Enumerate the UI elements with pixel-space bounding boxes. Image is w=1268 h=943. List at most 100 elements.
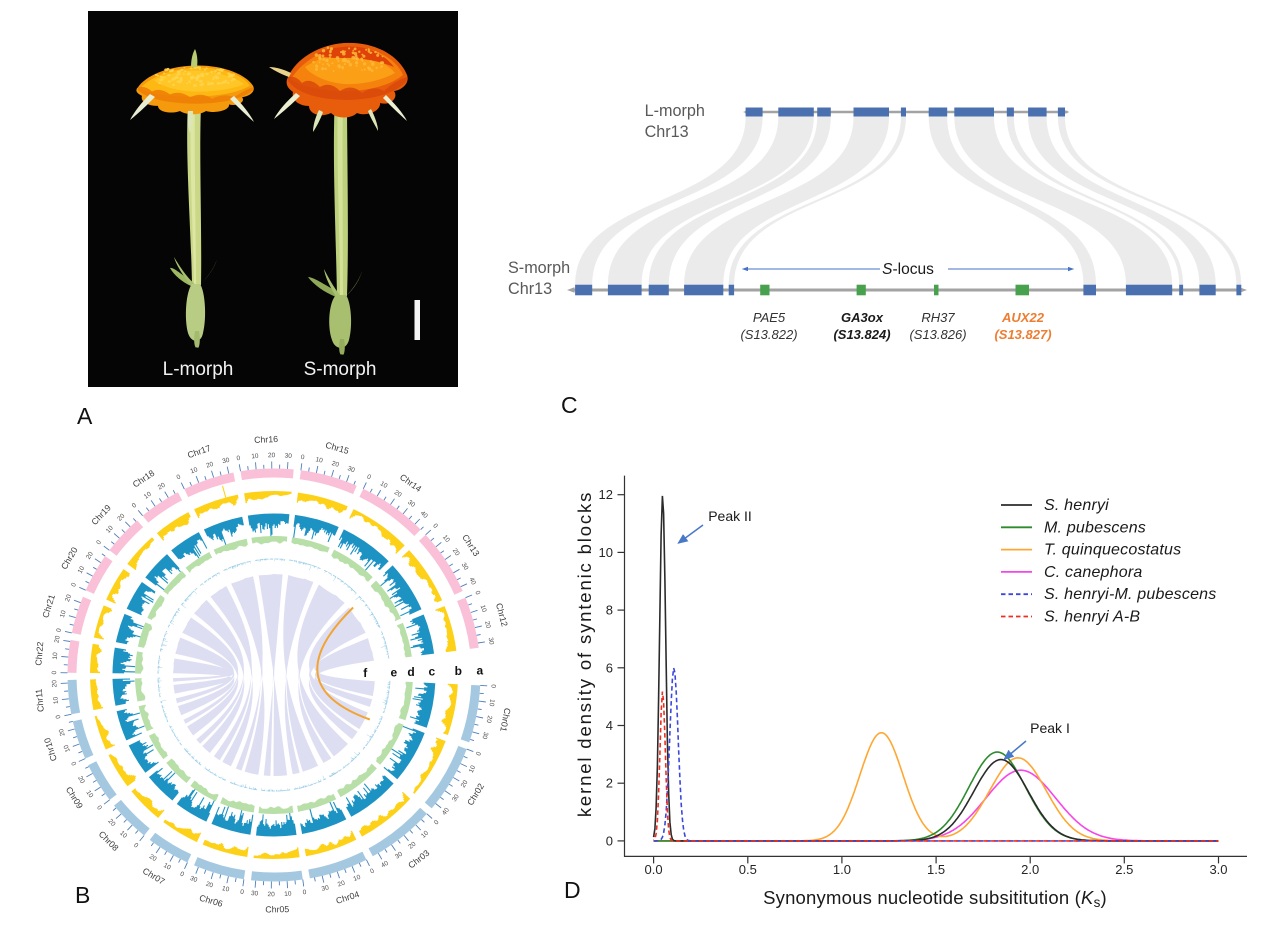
svg-text:Chr09: Chr09 xyxy=(64,785,85,811)
svg-text:2.5: 2.5 xyxy=(1115,862,1133,877)
svg-text:40: 40 xyxy=(468,577,478,587)
svg-text:20: 20 xyxy=(85,550,95,560)
svg-text:2: 2 xyxy=(606,776,613,791)
svg-text:Chr19: Chr19 xyxy=(89,503,113,527)
svg-text:Peak I: Peak I xyxy=(1030,720,1070,736)
svg-text:0: 0 xyxy=(95,539,103,546)
svg-text:Chr13: Chr13 xyxy=(460,533,481,559)
svg-text:e: e xyxy=(391,665,398,679)
svg-text:0: 0 xyxy=(489,684,496,688)
svg-text:Chr22: Chr22 xyxy=(33,641,45,666)
svg-text:10: 10 xyxy=(599,545,613,560)
svg-text:0: 0 xyxy=(236,455,241,463)
svg-text:Chr03: Chr03 xyxy=(406,848,431,871)
svg-text:0: 0 xyxy=(176,473,183,481)
svg-text:Chr01: Chr01 xyxy=(498,707,512,733)
svg-text:20: 20 xyxy=(148,853,158,863)
svg-text:10: 10 xyxy=(221,885,230,894)
svg-text:10: 10 xyxy=(77,565,87,575)
svg-text:10: 10 xyxy=(468,764,478,774)
svg-text:10: 10 xyxy=(85,789,95,799)
svg-text:C. canephora: C. canephora xyxy=(1044,564,1142,581)
svg-text:a: a xyxy=(477,663,484,677)
svg-text:20: 20 xyxy=(205,881,214,890)
svg-text:10: 10 xyxy=(315,456,324,464)
svg-text:0: 0 xyxy=(131,502,139,510)
svg-text:30: 30 xyxy=(406,499,416,509)
svg-text:0: 0 xyxy=(431,522,439,530)
svg-text:Chr14: Chr14 xyxy=(398,472,423,494)
svg-text:S. henryi-M. pubescens: S. henryi-M. pubescens xyxy=(1044,586,1216,603)
svg-text:Chr18: Chr18 xyxy=(131,468,157,490)
svg-text:20: 20 xyxy=(483,620,492,629)
svg-text:20: 20 xyxy=(64,593,73,603)
svg-text:20: 20 xyxy=(58,728,67,737)
svg-text:b: b xyxy=(455,664,462,678)
svg-text:Chr05: Chr05 xyxy=(265,904,289,914)
svg-text:20: 20 xyxy=(157,482,167,492)
svg-text:0: 0 xyxy=(302,889,307,896)
svg-text:12: 12 xyxy=(599,487,613,502)
svg-text:Chr16: Chr16 xyxy=(254,434,278,445)
svg-text:0: 0 xyxy=(366,473,373,481)
svg-text:S-morph: S-morph xyxy=(304,359,377,380)
svg-text:30: 30 xyxy=(451,793,461,803)
svg-text:30: 30 xyxy=(321,884,330,893)
svg-text:20: 20 xyxy=(407,840,417,850)
svg-text:T. quinquecostatus: T. quinquecostatus xyxy=(1044,542,1181,559)
svg-text:RH37: RH37 xyxy=(921,310,955,325)
svg-text:(S13.826): (S13.826) xyxy=(909,327,966,342)
svg-text:L-morph: L-morph xyxy=(163,359,234,380)
svg-text:S-locus: S-locus xyxy=(882,261,934,278)
svg-text:30: 30 xyxy=(460,562,470,572)
svg-text:Chr13: Chr13 xyxy=(508,280,552,298)
svg-text:Chr06: Chr06 xyxy=(198,893,224,909)
svg-text:10: 10 xyxy=(441,534,451,544)
svg-text:Chr12: Chr12 xyxy=(494,602,510,628)
svg-text:Synonymous nucleotide subsitit: Synonymous nucleotide subsititution (Ks) xyxy=(763,887,1107,910)
svg-text:S-morph: S-morph xyxy=(508,259,570,277)
svg-text:Chr17: Chr17 xyxy=(186,443,212,460)
svg-text:20: 20 xyxy=(76,775,86,785)
svg-text:6: 6 xyxy=(606,660,613,675)
svg-text:d: d xyxy=(407,665,414,679)
svg-text:10: 10 xyxy=(52,696,60,704)
svg-text:20: 20 xyxy=(268,452,276,459)
svg-text:20: 20 xyxy=(337,880,346,889)
svg-text:40: 40 xyxy=(419,510,429,520)
svg-text:1.0: 1.0 xyxy=(833,862,851,877)
svg-text:20: 20 xyxy=(205,461,214,470)
svg-text:Chr20: Chr20 xyxy=(59,545,80,571)
svg-text:0: 0 xyxy=(70,582,78,589)
svg-text:Chr10: Chr10 xyxy=(42,736,59,762)
svg-text:10: 10 xyxy=(352,874,362,883)
svg-text:30: 30 xyxy=(251,890,259,898)
svg-text:Chr07: Chr07 xyxy=(141,866,167,887)
svg-text:Chr13: Chr13 xyxy=(645,123,689,141)
svg-text:M. pubescens: M. pubescens xyxy=(1044,519,1146,536)
svg-text:0: 0 xyxy=(51,670,58,674)
svg-text:30: 30 xyxy=(346,465,356,474)
svg-text:Chr21: Chr21 xyxy=(40,593,57,619)
svg-text:20: 20 xyxy=(116,512,126,522)
svg-text:10: 10 xyxy=(143,491,153,501)
svg-text:10: 10 xyxy=(420,829,430,839)
svg-text:Chr11: Chr11 xyxy=(34,688,46,712)
svg-text:GA3ox: GA3ox xyxy=(841,310,884,325)
svg-text:20: 20 xyxy=(331,460,340,469)
svg-text:0: 0 xyxy=(606,833,613,848)
svg-text:20: 20 xyxy=(393,489,403,499)
svg-text:20: 20 xyxy=(451,547,461,557)
svg-text:20: 20 xyxy=(268,891,276,898)
svg-text:10: 10 xyxy=(162,862,172,872)
svg-text:30: 30 xyxy=(487,637,495,646)
svg-text:40: 40 xyxy=(441,806,451,816)
svg-text:L-morph: L-morph xyxy=(645,102,705,120)
svg-text:30: 30 xyxy=(222,457,231,466)
svg-text:f: f xyxy=(363,666,368,680)
svg-text:0: 0 xyxy=(179,871,186,879)
svg-text:kernel density of syntenic blo: kernel density of syntenic blocks xyxy=(575,491,595,817)
svg-text:Peak II: Peak II xyxy=(708,508,752,524)
svg-text:10: 10 xyxy=(63,743,72,753)
svg-text:Chr02: Chr02 xyxy=(465,781,486,807)
